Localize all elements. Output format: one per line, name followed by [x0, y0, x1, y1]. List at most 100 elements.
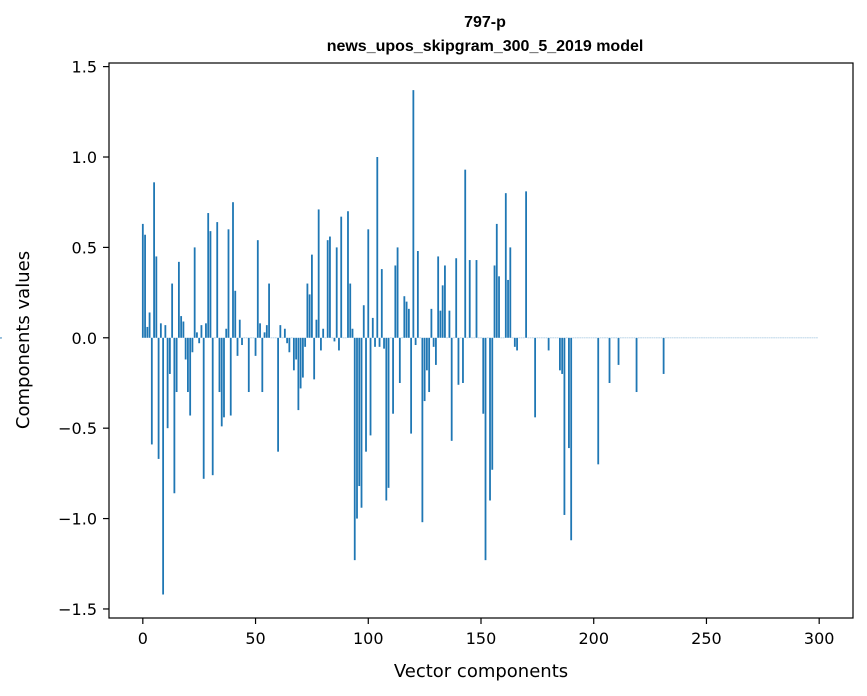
x-tick-label: 200 [578, 629, 609, 648]
y-tick-label: 1.0 [72, 148, 97, 167]
bar-52 [259, 323, 261, 338]
y-tick-label: 0.5 [72, 238, 97, 257]
bar-107 [383, 337, 385, 349]
bar-27 [202, 337, 205, 479]
bar-128 [430, 308, 433, 338]
bar-26 [200, 325, 203, 338]
x-tick-label: 250 [691, 629, 722, 648]
bar-22 [191, 337, 194, 353]
bar-137 [450, 337, 453, 441]
bar-116 [403, 296, 406, 338]
bar-55 [265, 325, 268, 338]
bar-120 [412, 90, 415, 338]
bar-139 [455, 258, 458, 338]
bar-106 [380, 269, 383, 338]
bar-24 [196, 332, 198, 338]
x-tick-label: 100 [353, 629, 384, 648]
y-tick-label: 0.0 [72, 329, 97, 348]
bar-125 [423, 337, 426, 402]
chart-title-line-2: news_upos_skipgram_300_5_2019 model [327, 38, 644, 55]
bar-165 [513, 337, 516, 347]
bar-61 [279, 325, 282, 338]
bar-42 [236, 337, 239, 356]
bar-14 [173, 337, 176, 494]
bar-127 [428, 337, 431, 393]
bar-145 [468, 260, 471, 338]
bar-53 [261, 337, 264, 393]
y-axis-ticks: −1.5 −1.0 −0.5 0.0 0.5 1.0 1.5 [58, 58, 109, 619]
x-tick-label: 0 [138, 629, 148, 648]
bar-126 [425, 337, 428, 371]
bar-77 [315, 319, 318, 338]
bar-60 [277, 337, 279, 452]
bar-44 [241, 337, 243, 346]
bar-73 [306, 283, 309, 338]
y-tick-label: −0.5 [58, 419, 97, 438]
bar-118 [407, 308, 410, 338]
bar-92 [349, 283, 352, 338]
bar-202 [597, 337, 600, 465]
bar-16 [177, 261, 180, 338]
bar-78 [317, 209, 320, 338]
bar-34 [218, 337, 221, 393]
bar-64 [286, 337, 289, 344]
chart-title-line-1: 797-p [464, 14, 506, 31]
bar-121 [414, 337, 417, 346]
bar-102 [371, 317, 374, 338]
bar-131 [437, 256, 440, 338]
bar-170 [525, 191, 527, 338]
bar-33 [216, 222, 219, 338]
bar-6 [155, 256, 158, 338]
bar-129 [432, 337, 435, 347]
bar-86 [335, 247, 338, 338]
bar-13 [171, 283, 174, 338]
bar-9 [162, 337, 165, 595]
bar-190 [570, 337, 573, 541]
bar-158 [498, 276, 500, 338]
bar-41 [234, 290, 237, 338]
bar-7 [157, 337, 160, 459]
bar-99 [365, 337, 367, 452]
bar-162 [507, 279, 509, 338]
bar-113 [396, 247, 399, 338]
bar-68 [295, 337, 298, 360]
bar-97 [360, 337, 363, 508]
bar-133 [441, 285, 444, 338]
y-tick-label: −1.0 [58, 510, 97, 529]
y-axis-label: Components values [13, 251, 34, 429]
bar-152 [484, 337, 487, 561]
bar-154 [489, 337, 491, 501]
bar-82 [326, 240, 329, 338]
bar-87 [338, 337, 340, 351]
bar-30 [209, 231, 212, 338]
bar-117 [405, 301, 408, 338]
bar-112 [394, 265, 397, 338]
bar-43 [238, 319, 241, 338]
bar-70 [299, 337, 302, 389]
x-tick-label: 300 [804, 629, 835, 648]
bar-0 [141, 223, 144, 338]
bar-95 [356, 337, 358, 519]
bar-56 [268, 283, 270, 338]
bar-142 [462, 337, 464, 383]
bar-40 [232, 202, 234, 338]
bar-19 [184, 337, 187, 360]
bar-15 [175, 337, 178, 393]
bar-1 [144, 234, 146, 338]
bar-136 [448, 310, 451, 338]
bar-174 [534, 337, 537, 418]
bar-108 [385, 337, 388, 501]
bar-8 [159, 323, 162, 338]
bar-51 [256, 240, 259, 338]
bar-12 [168, 337, 171, 374]
bar-35 [220, 337, 223, 427]
bar-29 [207, 213, 210, 338]
bar-4 [150, 337, 153, 445]
bar-5 [153, 182, 155, 338]
bar-211 [617, 337, 620, 365]
bar-71 [301, 337, 304, 378]
bar-207 [608, 337, 611, 383]
bar-21 [189, 337, 192, 416]
bar-79 [320, 337, 322, 351]
